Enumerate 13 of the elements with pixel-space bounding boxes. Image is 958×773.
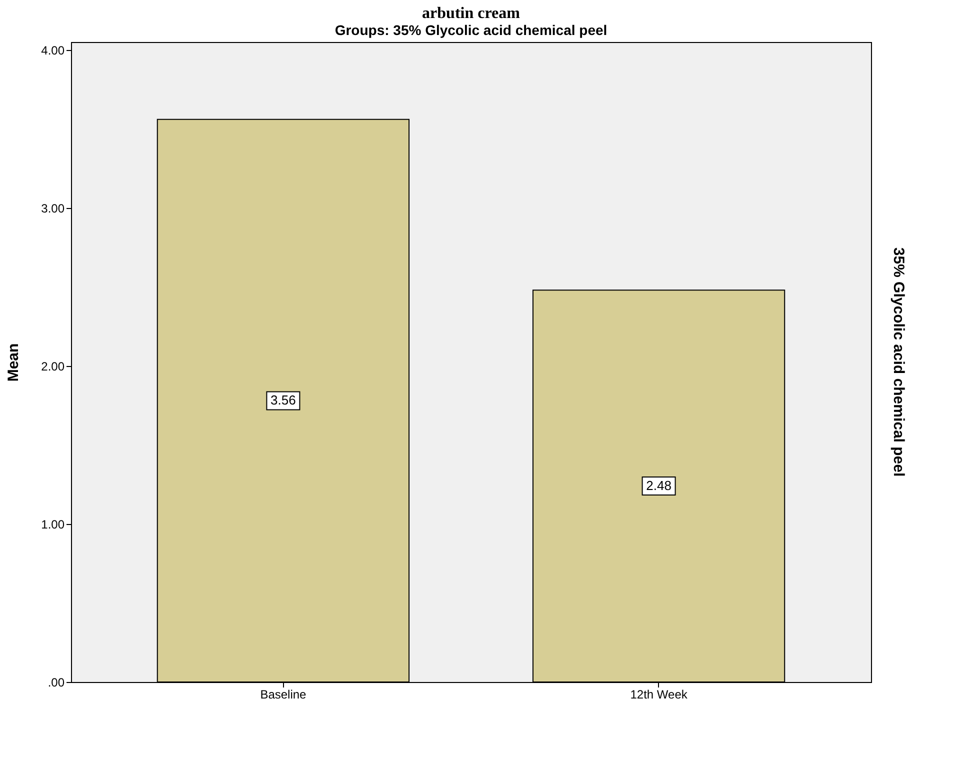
- y-tick-label: .00: [48, 676, 65, 690]
- text: arbutin cream: [422, 5, 521, 22]
- data-label: 3.56: [270, 392, 296, 408]
- data-label: 2.48: [646, 478, 672, 494]
- y-tick-label: 3.00: [41, 201, 65, 216]
- x-tick-label: 12th Week: [630, 688, 688, 702]
- chart-title: Groups: 35% Glycolic acid chemical peel: [334, 22, 608, 38]
- x-tick-label: Baseline: [260, 688, 307, 702]
- y-axis-title: Mean: [5, 343, 22, 382]
- y-tick-label: 1.00: [41, 517, 65, 532]
- y2-axis-title: 35% Glycolic acid chemical peel: [890, 247, 907, 477]
- y-tick-label: 2.00: [41, 359, 65, 374]
- y-tick-label: 4.00: [41, 43, 65, 58]
